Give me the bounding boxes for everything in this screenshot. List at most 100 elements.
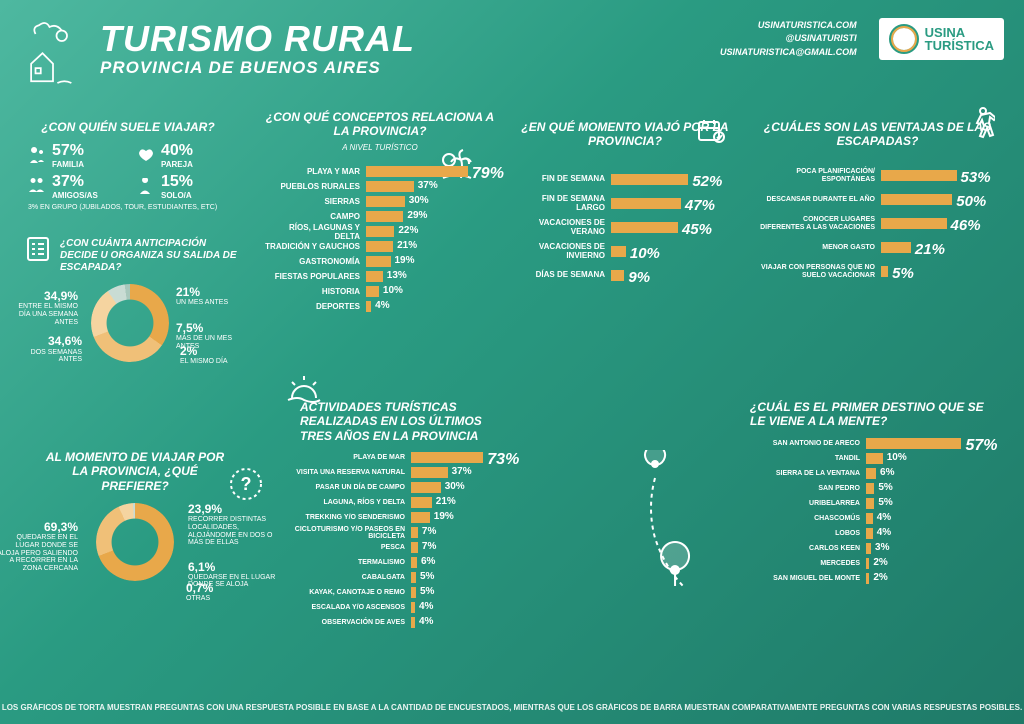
bar-fill: 37% [411, 467, 448, 478]
bar-row: DEPORTES 4% [265, 300, 495, 313]
section-companions: ¿CON QUIÉN SUELE VIAJAR? 57%FAMILIA40%PA… [28, 120, 228, 211]
bar-row: DESCANSAR DURANTE EL AÑO 50% [760, 189, 995, 211]
bar-label: FIN DE SEMANA [520, 175, 605, 184]
bar-fill: 79% [366, 166, 468, 177]
bar-fill: 5% [411, 587, 416, 598]
bar-value: 7% [422, 526, 436, 537]
bar-fill: 47% [611, 198, 681, 209]
calendar-icon [696, 116, 726, 146]
bar-value: 21% [915, 241, 945, 258]
bar-value: 30% [445, 481, 465, 492]
bar-label: PESCA [270, 544, 405, 551]
bar-fill: 46% [881, 218, 947, 229]
bar-label: DESCANSAR DURANTE EL AÑO [760, 196, 875, 204]
bar-label: RÍOS, LAGUNAS Y DELTA [265, 223, 360, 241]
bar-fill: 19% [411, 512, 430, 523]
bar-row: PASAR UN DÍA DE CAMPO 30% [270, 481, 510, 494]
bar-label: CICLOTURISMO Y/O PASEOS EN BICICLETA [270, 526, 405, 540]
bar-row: OBSERVACIÓN DE AVES 4% [270, 616, 510, 629]
section-destino: ¿CUÁL ES EL PRIMER DESTINO QUE SE LE VIE… [750, 400, 1000, 587]
bar-row: CONOCER LUGARES DIFERENTES A LAS VACACIO… [760, 213, 995, 235]
bar-fill: 21% [366, 241, 393, 252]
bar-row: PLAYA DE MAR 73% [270, 451, 510, 464]
bar-fill: 22% [366, 226, 394, 237]
bar-label: PLAYA Y MAR [265, 167, 360, 176]
companion-item: 37%AMIGOS/AS [28, 173, 119, 200]
bar-value: 21% [397, 240, 417, 251]
bar-row: MERCEDES 2% [750, 557, 1000, 570]
walker-icon [969, 106, 995, 142]
bar-label: POCA PLANIFICACIÓN/ ESPONTÁNEAS [760, 168, 875, 183]
bar-row: SAN ANTONIO DE ARECO 57% [750, 437, 1000, 450]
bar-label: TREKKING Y/O SENDERISMO [270, 514, 405, 521]
bar-value: 19% [434, 511, 454, 522]
bar-label: SIERRA DE LA VENTANA [750, 470, 860, 477]
bar-fill: 4% [366, 301, 371, 312]
bar-row: MENOR GASTO 21% [760, 237, 995, 259]
footer-note: LOS GRÁFICOS DE TORTA MUESTRAN PREGUNTAS… [0, 703, 1024, 712]
bar-fill: 6% [411, 557, 417, 568]
bar-label: CARLOS KEEN [750, 545, 860, 552]
companion-item: 40%PAREJA [137, 142, 228, 169]
bar-fill: 3% [866, 543, 871, 554]
map-pins-icon [625, 450, 745, 620]
bar-value: 4% [375, 300, 389, 311]
bar-value: 4% [419, 616, 433, 627]
bar-label: VISITA UNA RESERVA NATURAL [270, 469, 405, 476]
bar-row: SAN PEDRO 5% [750, 482, 1000, 495]
bar-value: 37% [452, 466, 472, 477]
bar-label: DEPORTES [265, 302, 360, 311]
bar-fill: 4% [866, 513, 873, 524]
bar-value: 46% [951, 217, 981, 234]
bar-row: CHASCOMÚS 4% [750, 512, 1000, 525]
section-preference: AL MOMENTO DE VIAJAR POR LA PROVINCIA, ¿… [20, 450, 250, 581]
bar-label: TERMALISMO [270, 559, 405, 566]
section-actividades: ACTIVIDADES TURÍSTICAS REALIZADAS EN LOS… [270, 400, 510, 631]
bar-value: 5% [420, 586, 434, 597]
bar-row: CICLOTURISMO Y/O PASEOS EN BICICLETA 7% [270, 526, 510, 539]
bar-label: OBSERVACIÓN DE AVES [270, 619, 405, 626]
bar-value: 4% [877, 527, 891, 538]
bar-label: CAMPO [265, 212, 360, 221]
bar-row: LAGUNA, RÍOS Y DELTA 21% [270, 496, 510, 509]
house-icon [18, 20, 88, 90]
bar-row: VISITA UNA RESERVA NATURAL 37% [270, 466, 510, 479]
bar-row: FIN DE SEMANA 52% [520, 169, 730, 191]
bar-label: SAN MIGUEL DEL MONTE [750, 575, 860, 582]
bar-value: 21% [436, 496, 456, 507]
bar-row: DÍAS DE SEMANA 9% [520, 265, 730, 287]
bar-value: 50% [956, 193, 986, 210]
bar-row: KAYAK, CANOTAJE O REMO 5% [270, 586, 510, 599]
bar-label: SAN ANTONIO DE ARECO [750, 440, 860, 447]
bar-label: FIESTAS POPULARES [265, 272, 360, 281]
bar-label: ESCALADA Y/O ASCENSOS [270, 604, 405, 611]
contact-social: @USINATURISTI [720, 32, 857, 46]
bar-value: 7% [422, 541, 436, 552]
bar-row: CABALGATA 5% [270, 571, 510, 584]
bar-row: PESCA 7% [270, 541, 510, 554]
section-title: ¿CUÁL ES EL PRIMER DESTINO QUE SE LE VIE… [750, 400, 1000, 429]
bar-fill: 10% [611, 246, 626, 257]
bar-value: 10% [383, 285, 403, 296]
logo: USINATURÍSTICA [879, 18, 1004, 60]
bar-fill: 19% [366, 256, 391, 267]
bar-row: ESCALADA Y/O ASCENSOS 4% [270, 601, 510, 614]
bar-fill: 13% [366, 271, 383, 282]
bar-value: 30% [409, 195, 429, 206]
bar-label: HISTORIA [265, 287, 360, 296]
bar-label: GASTRONOMÍA [265, 257, 360, 266]
bar-value: 4% [419, 601, 433, 612]
bar-value: 5% [878, 482, 892, 493]
bar-fill: 30% [411, 482, 441, 493]
bar-fill: 53% [881, 170, 957, 181]
section-title: ¿CON CUÁNTA ANTICIPACIÓN DECIDE U ORGANI… [60, 238, 240, 274]
bar-fill: 5% [866, 498, 874, 509]
bar-fill: 7% [411, 527, 418, 538]
bar-label: CABALGATA [270, 574, 405, 581]
bar-row: PLAYA Y MAR 79% [265, 165, 495, 178]
bar-fill: 57% [866, 438, 961, 449]
bar-fill: 30% [366, 196, 405, 207]
contact-web: USINATURISTICA.COM [720, 19, 857, 33]
bar-value: 5% [878, 497, 892, 508]
bar-label: VIAJAR CON PERSONAS QUE NO SUELO VACACIO… [760, 264, 875, 279]
